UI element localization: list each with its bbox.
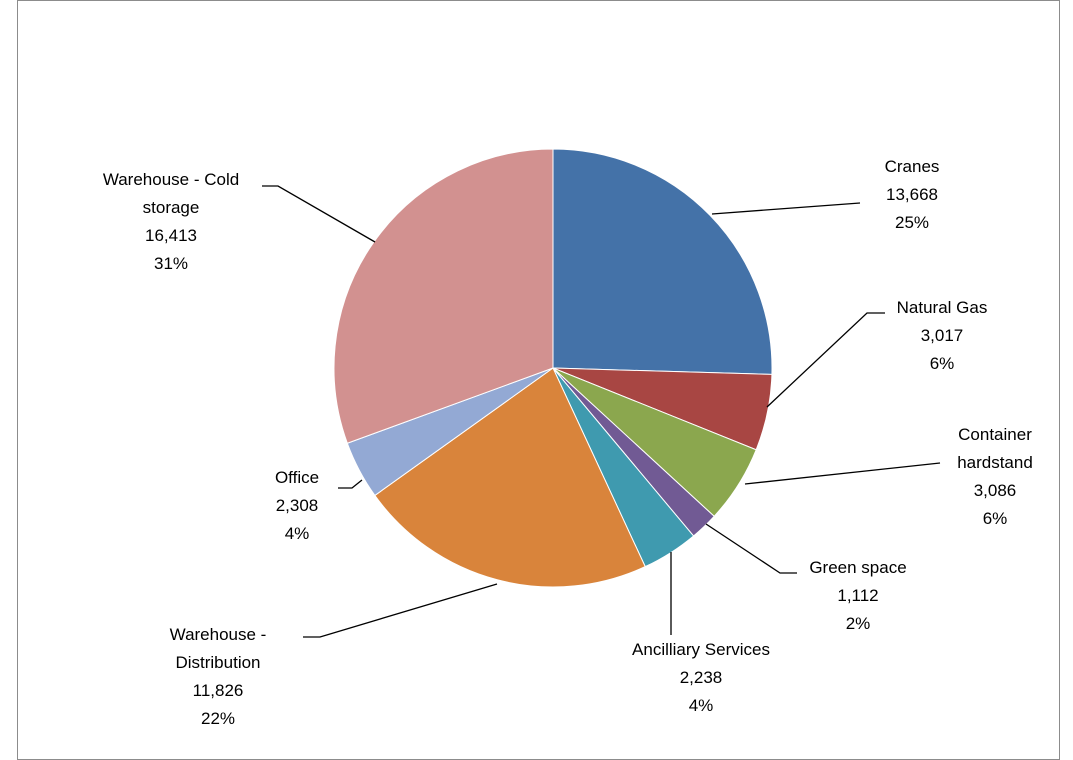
data-label-name: Green space	[809, 558, 906, 577]
data-label-value: 16,413	[145, 226, 197, 245]
data-label-name: Container	[958, 425, 1032, 444]
data-label-name: Distribution	[175, 653, 260, 672]
data-label-name: Warehouse - Cold	[103, 170, 239, 189]
data-label-percent: 4%	[689, 696, 714, 715]
data-label-name: hardstand	[957, 453, 1033, 472]
data-label-name: Office	[275, 468, 319, 487]
data-label-value: 2,308	[276, 496, 319, 515]
leader-lines	[262, 185, 941, 638]
leader-line-office	[338, 479, 363, 489]
data-label-percent: 31%	[154, 254, 188, 273]
data-label-value: 3,086	[974, 481, 1017, 500]
data-label-value: 3,017	[921, 326, 964, 345]
data-label-green-space: Green space 1,112 2%	[809, 558, 906, 633]
data-label-container-hardstand: Container hardstand 3,086 6%	[957, 425, 1033, 528]
data-label-natural-gas: Natural Gas 3,017 6%	[897, 298, 988, 373]
pie-slice-warehouse-cold-storage	[333, 148, 554, 444]
data-label-name: Warehouse -	[170, 625, 267, 644]
data-label-percent: 2%	[846, 614, 871, 633]
pie-slice-warehouse-distribution	[374, 367, 646, 588]
data-label-warehouse-distribution: Warehouse - Distribution 11,826 22%	[170, 625, 267, 728]
leader-line-green-space	[705, 523, 797, 574]
data-label-value: 2,238	[680, 668, 723, 687]
pie-slice-cranes	[552, 148, 773, 375]
data-label-warehouse-cold-storage: Warehouse - Cold storage 16,413 31%	[103, 170, 239, 273]
data-label-percent: 25%	[895, 213, 929, 232]
data-label-name: Cranes	[885, 157, 940, 176]
data-label-name: Natural Gas	[897, 298, 988, 317]
pie-chart: Cranes 13,668 25%Natural Gas 3,017 6%Contain…	[103, 148, 1033, 728]
data-label-percent: 6%	[930, 354, 955, 373]
data-label-value: 11,826	[193, 681, 244, 700]
data-label-office: Office 2,308 4%	[275, 468, 319, 543]
data-label-cranes: Cranes 13,668 25%	[885, 157, 940, 232]
data-label-percent: 4%	[285, 524, 310, 543]
leader-line-warehouse-cold-storage	[262, 185, 376, 243]
leader-line-warehouse-distribution	[303, 583, 498, 638]
data-label-value: 1,112	[837, 586, 878, 605]
data-label-percent: 6%	[983, 509, 1008, 528]
data-label-percent: 22%	[201, 709, 235, 728]
data-label-value: 13,668	[886, 185, 938, 204]
data-label-name: storage	[143, 198, 200, 217]
leader-line-natural-gas	[766, 312, 885, 408]
slices-layer	[333, 148, 773, 588]
leader-line-container-hardstand	[744, 462, 941, 485]
data-labels: Cranes 13,668 25%Natural Gas 3,017 6%Contain…	[103, 157, 1033, 728]
leader-line-cranes	[711, 202, 861, 215]
data-label-name: Ancilliary Services	[632, 640, 770, 659]
data-label-ancilliary-services: Ancilliary Services 2,238 4%	[632, 640, 770, 715]
